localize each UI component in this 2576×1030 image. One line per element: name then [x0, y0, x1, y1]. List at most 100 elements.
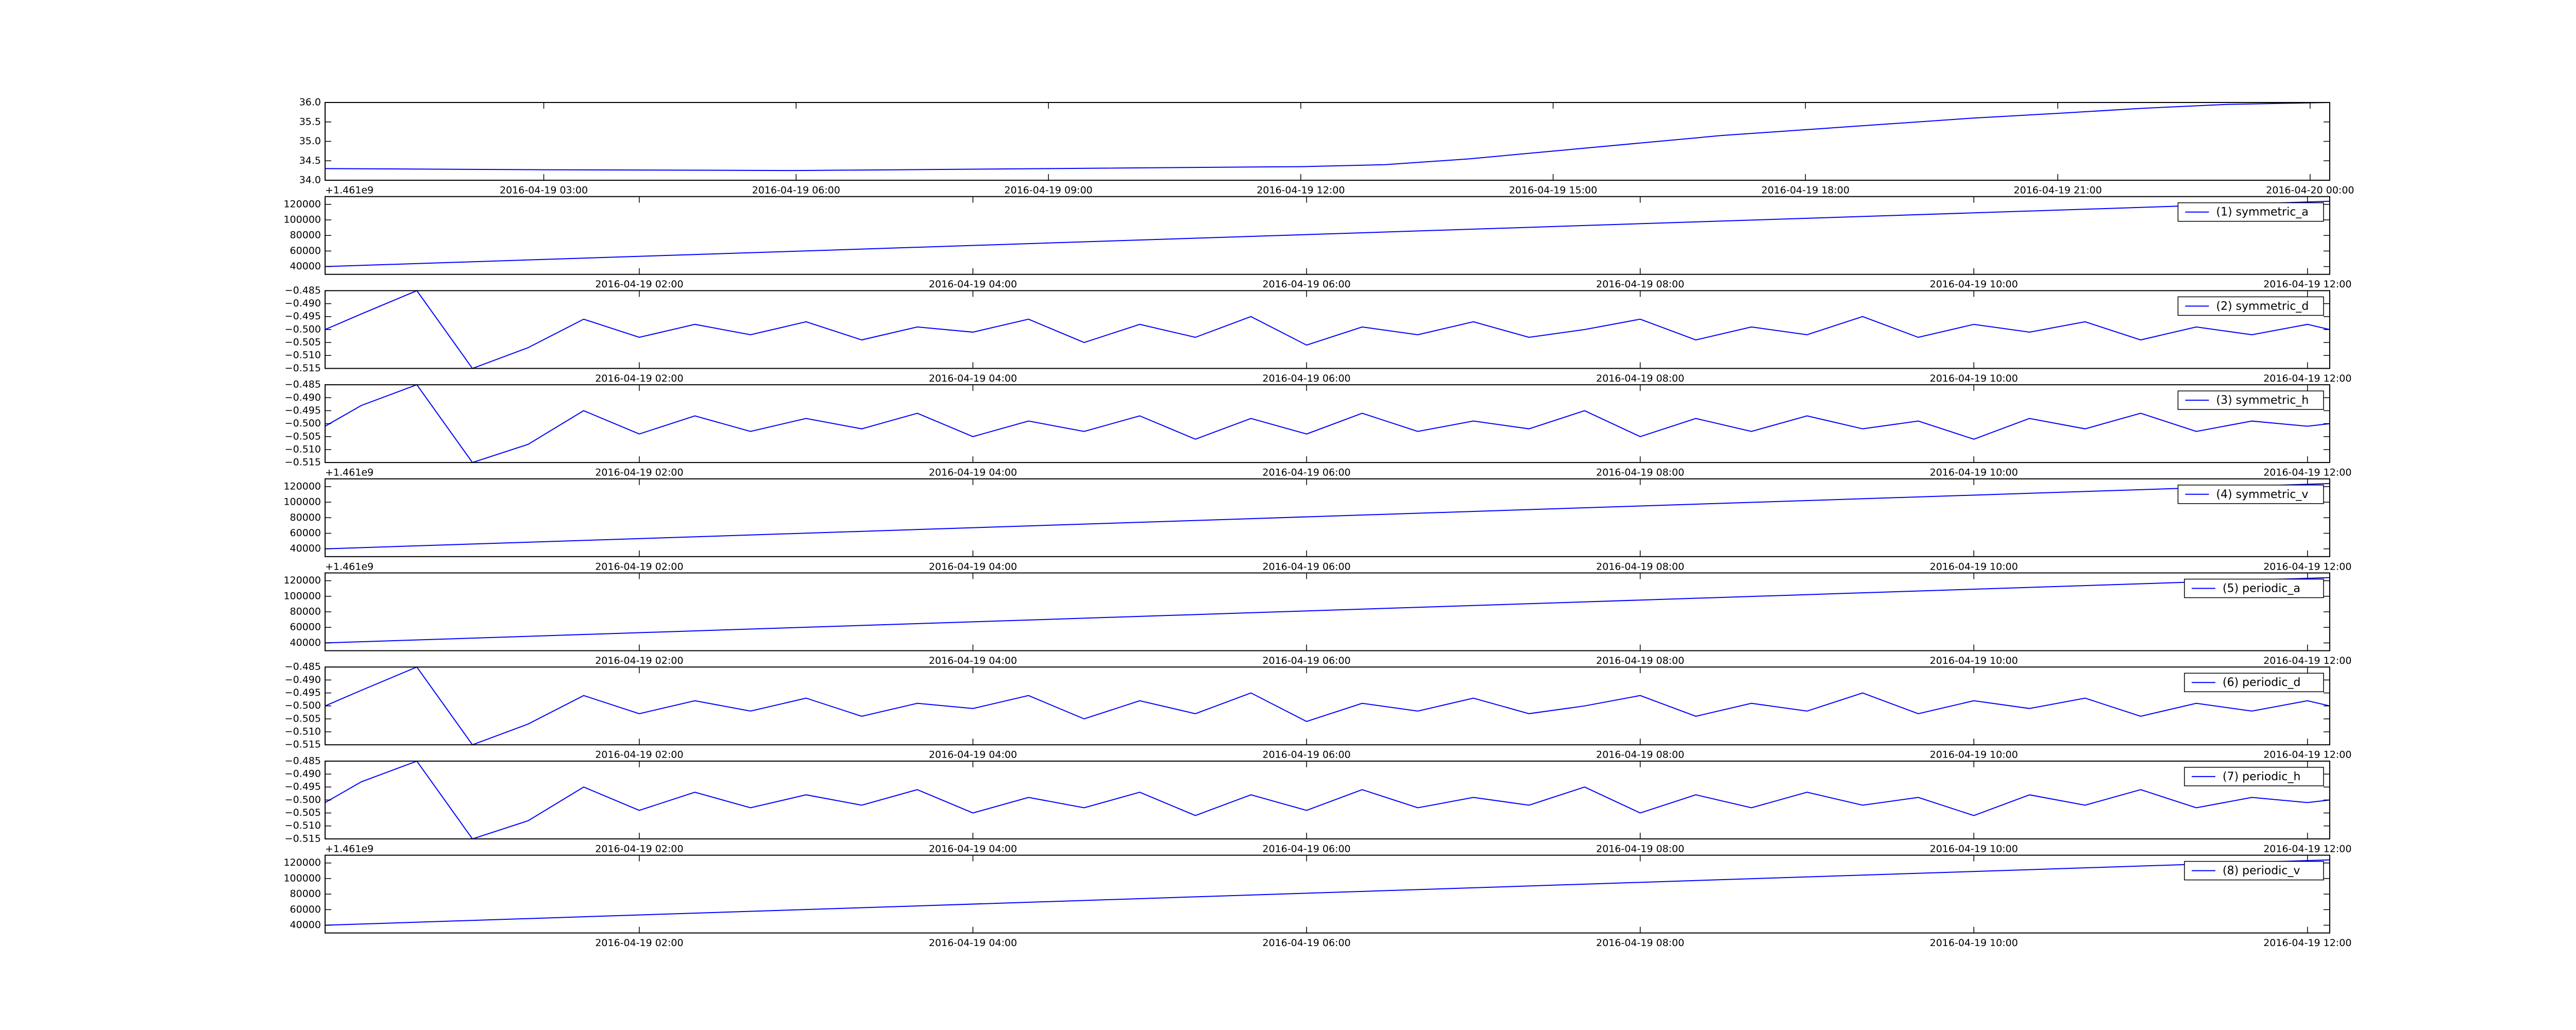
x-tick-label: 2016-04-19 15:00	[1509, 185, 1597, 196]
y-tick-label: 120000	[283, 857, 321, 868]
y-tick-label: 80000	[290, 512, 321, 523]
y-tick-label: 34.5	[299, 155, 321, 166]
x-tick-label: 2016-04-19 12:00	[2263, 279, 2351, 290]
y-tick-label: −0.505	[285, 431, 321, 442]
offset-text: +1.461e9	[325, 467, 374, 478]
y-tick-label: −0.490	[285, 674, 321, 685]
y-tick-label: −0.485	[285, 285, 321, 296]
x-tick-label: 2016-04-19 18:00	[1761, 185, 1850, 196]
y-tick-label: 60000	[290, 527, 321, 539]
y-tick-label: −0.495	[285, 311, 321, 322]
axes-frame	[325, 102, 2330, 181]
legend-label: (6) periodic_d	[2223, 676, 2300, 689]
y-tick-label: −0.490	[285, 392, 321, 403]
legend-label: (1) symmetric_a	[2216, 206, 2309, 219]
x-tick-label: 2016-04-19 06:00	[1262, 749, 1350, 761]
y-tick-label: −0.495	[285, 405, 321, 416]
y-tick-label: 100000	[283, 590, 321, 602]
y-tick-label: 80000	[290, 606, 321, 617]
y-tick-label: 36.0	[299, 97, 321, 108]
x-tick-label: 2016-04-19 12:00	[1257, 185, 1345, 196]
y-tick-label: 120000	[283, 480, 321, 492]
x-tick-label: 2016-04-19 10:00	[1930, 937, 2018, 949]
y-tick-label: 100000	[283, 214, 321, 226]
x-tick-label: 2016-04-19 04:00	[929, 561, 1017, 572]
legend-label: (3) symmetric_h	[2216, 394, 2309, 407]
data-line	[325, 200, 2330, 267]
y-tick-label: 35.5	[299, 116, 321, 127]
x-tick-label: 2016-04-19 06:00	[1262, 561, 1350, 572]
y-tick-label: 100000	[283, 496, 321, 508]
y-tick-label: 40000	[290, 637, 321, 648]
x-tick-label: 2016-04-19 02:00	[595, 561, 683, 572]
y-tick-label: 40000	[290, 919, 321, 931]
x-tick-label: 2016-04-19 02:00	[595, 373, 683, 384]
x-tick-label: 2016-04-19 04:00	[929, 279, 1017, 290]
x-tick-label: 2016-04-20 00:00	[2266, 185, 2354, 196]
legend-label: (5) periodic_a	[2223, 582, 2300, 595]
y-tick-label: −0.510	[285, 820, 321, 831]
y-tick-label: −0.515	[285, 457, 321, 468]
axes-frame	[325, 478, 2330, 557]
x-tick-label: 2016-04-19 02:00	[595, 279, 683, 290]
data-line	[325, 859, 2330, 926]
y-tick-label: −0.510	[285, 726, 321, 737]
x-tick-label: 2016-04-19 06:00	[1262, 655, 1350, 666]
axes-frame	[325, 666, 2330, 746]
x-tick-label: 2016-04-19 10:00	[1930, 467, 2018, 478]
y-tick-label: 60000	[290, 622, 321, 633]
x-tick-label: 2016-04-19 10:00	[1930, 561, 2018, 572]
legend-label: (4) symmetric_v	[2216, 488, 2309, 501]
x-tick-label: 2016-04-19 12:00	[2263, 937, 2351, 949]
x-tick-label: 2016-04-19 12:00	[2263, 467, 2351, 478]
data-line	[325, 483, 2330, 550]
y-tick-label: −0.485	[285, 379, 321, 390]
x-tick-label: 2016-04-19 06:00	[1262, 467, 1350, 478]
x-tick-label: 2016-04-19 04:00	[929, 843, 1017, 854]
x-tick-label: 2016-04-19 02:00	[595, 467, 683, 478]
x-tick-label: 2016-04-19 12:00	[2263, 373, 2351, 384]
data-line	[325, 102, 2330, 171]
y-tick-label: −0.505	[285, 337, 321, 348]
y-tick-label: −0.495	[285, 781, 321, 793]
x-tick-label: 2016-04-19 04:00	[929, 937, 1017, 949]
x-tick-label: 2016-04-19 04:00	[929, 655, 1017, 666]
x-tick-label: 2016-04-19 10:00	[1930, 279, 2018, 290]
y-tick-label: 34.0	[299, 175, 321, 186]
y-tick-label: −0.490	[285, 298, 321, 309]
data-line	[325, 290, 2330, 369]
x-tick-label: 2016-04-19 12:00	[2263, 561, 2351, 572]
y-tick-label: −0.485	[285, 661, 321, 673]
x-tick-label: 2016-04-19 04:00	[929, 749, 1017, 761]
legend-label: (7) periodic_h	[2223, 770, 2300, 783]
y-tick-label: −0.500	[285, 323, 321, 335]
x-tick-label: 2016-04-19 10:00	[1930, 655, 2018, 666]
y-tick-label: 40000	[290, 543, 321, 554]
x-tick-label: 2016-04-19 10:00	[1930, 749, 2018, 761]
y-tick-label: −0.500	[285, 700, 321, 711]
data-line	[325, 384, 2330, 464]
x-tick-label: 2016-04-19 08:00	[1596, 279, 1684, 290]
y-tick-label: 80000	[290, 230, 321, 241]
y-tick-label: 120000	[283, 575, 321, 586]
x-tick-label: 2016-04-19 10:00	[1930, 843, 2018, 854]
axes-frame	[325, 196, 2330, 275]
y-tick-label: −0.515	[285, 739, 321, 750]
y-tick-label: 40000	[290, 261, 321, 272]
offset-text: +1.461e9	[325, 185, 374, 196]
y-tick-label: 35.0	[299, 135, 321, 147]
y-tick-label: 80000	[290, 888, 321, 900]
x-tick-label: 2016-04-19 06:00	[1262, 843, 1350, 854]
x-tick-label: 2016-04-19 02:00	[595, 937, 683, 949]
y-tick-label: −0.510	[285, 443, 321, 455]
y-tick-label: −0.515	[285, 833, 321, 844]
x-tick-label: 2016-04-19 02:00	[595, 843, 683, 854]
x-tick-label: 2016-04-19 21:00	[2014, 185, 2102, 196]
legend-label: (2) symmetric_d	[2216, 300, 2309, 313]
x-tick-label: 2016-04-19 12:00	[2263, 655, 2351, 666]
x-tick-label: 2016-04-19 08:00	[1596, 749, 1684, 761]
y-tick-label: −0.495	[285, 687, 321, 698]
data-line	[325, 666, 2330, 746]
axes-frame	[325, 760, 2330, 839]
